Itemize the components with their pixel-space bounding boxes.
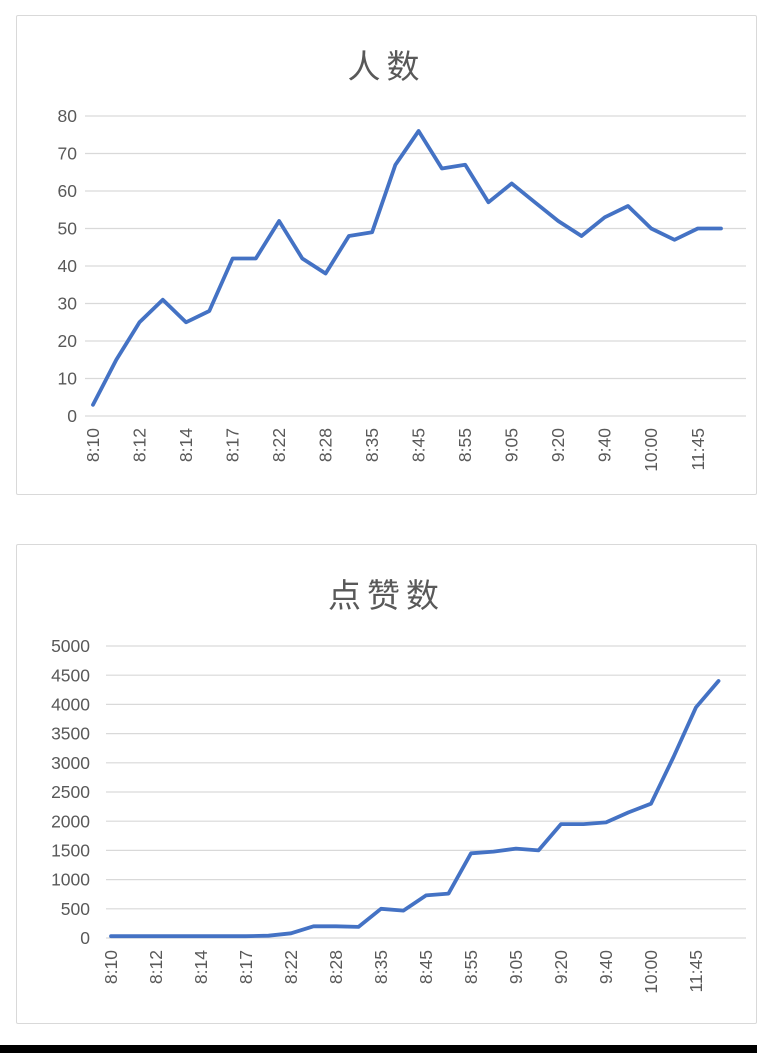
x-axis-tick-label: 8:17 (223, 428, 243, 462)
x-axis-tick-label: 11:45 (686, 950, 706, 993)
x-axis-tick-label: 11:45 (688, 428, 708, 471)
x-axis-tick-label: 8:10 (83, 428, 103, 462)
x-axis-tick-label: 8:10 (101, 950, 121, 984)
x-axis-tick-label: 8:22 (269, 428, 289, 462)
x-axis-tick-label: 8:35 (371, 950, 391, 984)
x-axis-tick-label: 8:55 (461, 950, 481, 984)
y-axis-tick-label: 60 (58, 181, 78, 201)
x-axis-tick-label: 8:35 (362, 428, 382, 462)
likes-count-chart-card: 点赞数 0 500 1000 1500 2000 2500 3000 3500 4000 4500… (16, 544, 757, 1024)
y-axis-tick-label: 10 (58, 369, 78, 389)
x-axis-tick-label: 9:05 (506, 950, 526, 984)
y-axis-tick-label: 0 (67, 406, 77, 426)
y-axis-tick-label: 5000 (51, 636, 90, 656)
screenshot-bottom-bar (0, 1045, 757, 1053)
likes-count-line-chart: 0 500 1000 1500 2000 2500 3000 3500 4000 4500 5000… (51, 636, 746, 994)
data-line-series (91, 129, 723, 407)
people-count-chart-card: 人数 0 10 20 30 40 50 60 70 80 8:10 8:12 8:14 8:17 8:22… (16, 15, 757, 495)
people-count-chart-title: 人数 (347, 48, 426, 85)
x-axis-tick-label: 8:55 (455, 428, 475, 462)
y-axis-tick-label: 3000 (51, 753, 90, 773)
y-axis-tick-label: 2000 (51, 811, 90, 831)
data-line-series (109, 679, 721, 939)
y-axis-tick-label: 40 (58, 256, 78, 276)
y-axis-tick-label: 2500 (51, 782, 90, 802)
y-axis-tick-label: 4000 (51, 695, 90, 715)
x-axis-tick-label: 8:14 (176, 428, 196, 462)
people-count-line-chart: 0 10 20 30 40 50 60 70 80 8:10 8:12 8:14 8:17 8:22 8:2… (58, 106, 746, 472)
x-axis-tick-label: 8:45 (409, 428, 429, 462)
x-axis-tick-label: 8:12 (130, 428, 150, 462)
likes-count-chart-title: 点赞数 (328, 577, 445, 614)
y-axis-tick-label: 20 (58, 331, 78, 351)
y-axis-tick-label: 4500 (51, 665, 90, 685)
y-axis-tick-label: 30 (58, 294, 78, 314)
x-axis-tick-label: 8:28 (326, 950, 346, 984)
y-axis-tick-label: 1500 (51, 841, 90, 861)
x-axis-tick-label: 8:14 (191, 950, 211, 984)
x-axis-tick-label: 9:05 (502, 428, 522, 462)
x-axis-tick-label: 9:20 (548, 428, 568, 462)
x-axis-tick-label: 8:22 (281, 950, 301, 984)
y-axis-tick-label: 70 (58, 144, 78, 164)
x-axis-tick-label: 8:28 (316, 428, 336, 462)
x-axis-tick-label: 9:40 (596, 950, 616, 984)
x-axis-tick-label: 8:17 (236, 950, 256, 984)
x-axis-tick-label: 10:00 (641, 428, 661, 472)
y-axis-tick-label: 3500 (51, 724, 90, 744)
x-axis-tick-label: 9:20 (551, 950, 571, 984)
y-axis-tick-label: 1000 (51, 870, 90, 890)
y-axis-tick-label: 80 (58, 106, 78, 126)
y-axis-tick-label: 500 (61, 899, 90, 919)
x-axis-tick-label: 8:12 (146, 950, 166, 984)
x-axis-tick-label: 10:00 (641, 950, 661, 994)
x-axis-tick-label: 9:40 (595, 428, 615, 462)
x-axis-tick-label: 8:45 (416, 950, 436, 984)
y-axis-tick-label: 0 (80, 928, 90, 948)
y-axis-tick-label: 50 (58, 219, 78, 239)
